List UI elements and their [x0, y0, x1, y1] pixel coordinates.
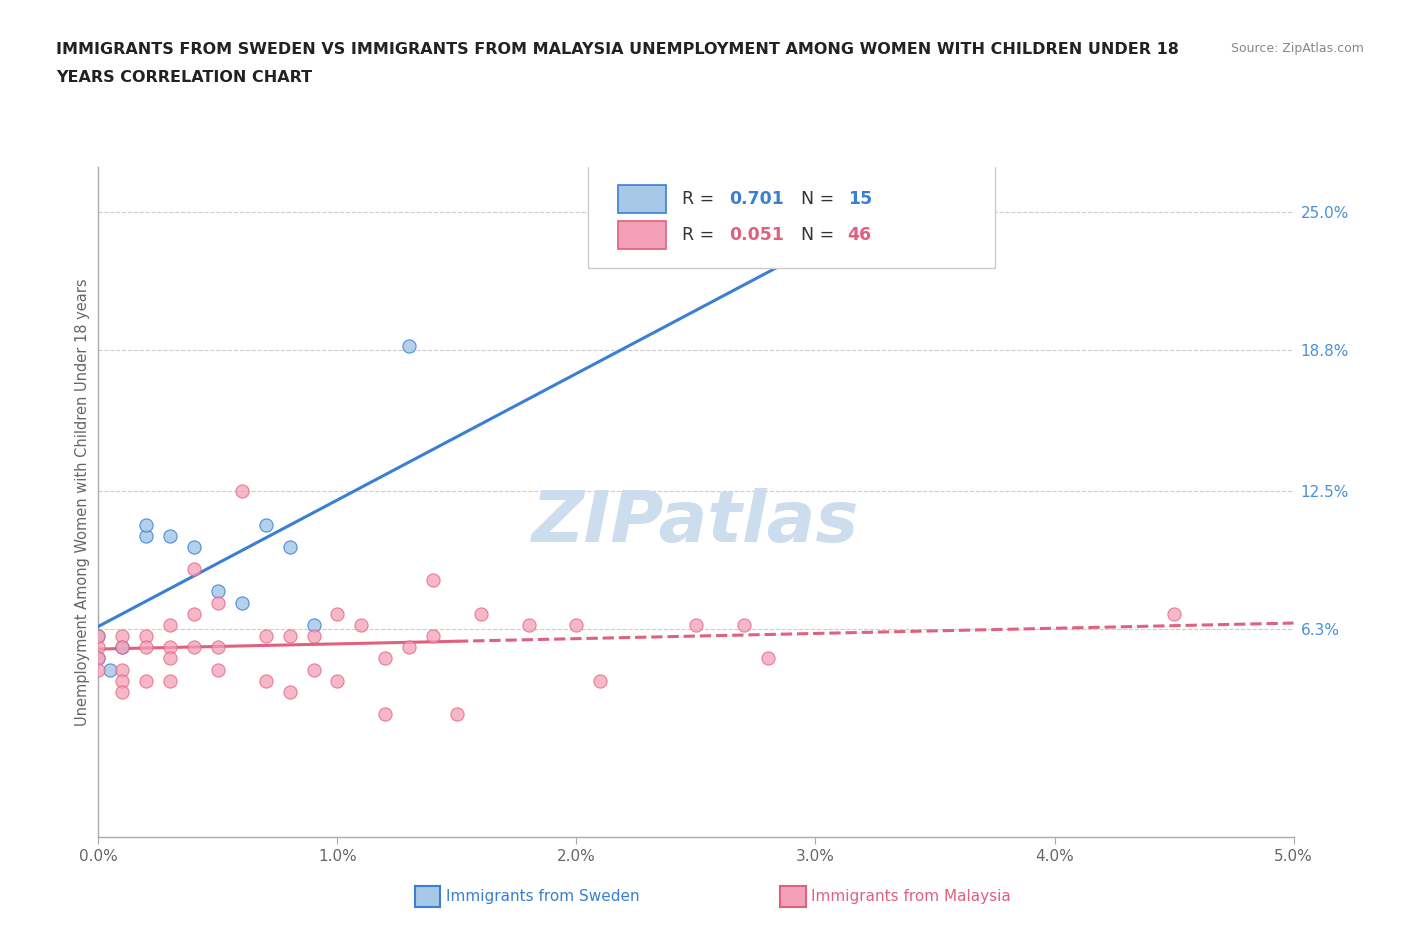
Point	[111, 640, 134, 655]
Text: R =: R =	[682, 190, 720, 208]
Point	[231, 484, 253, 498]
Point	[254, 629, 277, 644]
Point	[207, 662, 229, 677]
Point	[422, 573, 444, 588]
Point	[1163, 606, 1185, 621]
Point	[876, 216, 898, 231]
Point	[756, 651, 779, 666]
Point	[278, 684, 301, 699]
Point	[87, 640, 110, 655]
Point	[685, 618, 707, 632]
Point	[159, 640, 181, 655]
Text: Source: ZipAtlas.com: Source: ZipAtlas.com	[1230, 42, 1364, 55]
Point	[565, 618, 588, 632]
Text: Immigrants from Malaysia: Immigrants from Malaysia	[811, 889, 1011, 904]
Point	[517, 618, 540, 632]
Text: 15: 15	[848, 190, 872, 208]
Point	[87, 629, 110, 644]
Point	[111, 662, 134, 677]
Point	[446, 707, 468, 722]
Point	[183, 606, 205, 621]
Point	[135, 528, 157, 543]
Point	[183, 562, 205, 577]
Text: 0.051: 0.051	[730, 226, 785, 244]
FancyBboxPatch shape	[619, 185, 666, 213]
Point	[207, 595, 229, 610]
Point	[135, 629, 157, 644]
Text: N =: N =	[801, 226, 839, 244]
Point	[135, 640, 157, 655]
Point	[207, 584, 229, 599]
Point	[87, 651, 110, 666]
Point	[100, 662, 122, 677]
Text: IMMIGRANTS FROM SWEDEN VS IMMIGRANTS FROM MALAYSIA UNEMPLOYMENT AMONG WOMEN WITH: IMMIGRANTS FROM SWEDEN VS IMMIGRANTS FRO…	[56, 42, 1180, 57]
Point	[87, 662, 110, 677]
Point	[254, 673, 277, 688]
Point	[183, 640, 205, 655]
Point	[159, 651, 181, 666]
Point	[111, 684, 134, 699]
Point	[374, 651, 396, 666]
Y-axis label: Unemployment Among Women with Children Under 18 years: Unemployment Among Women with Children U…	[75, 278, 90, 726]
Point	[326, 673, 349, 688]
Point	[254, 517, 277, 532]
Point	[159, 528, 181, 543]
Text: ZIPatlas: ZIPatlas	[533, 488, 859, 557]
Point	[470, 606, 492, 621]
Point	[87, 651, 110, 666]
Point	[422, 629, 444, 644]
Point	[183, 539, 205, 554]
Point	[733, 618, 755, 632]
Text: R =: R =	[682, 226, 720, 244]
Point	[302, 618, 325, 632]
FancyBboxPatch shape	[588, 164, 995, 268]
Text: Immigrants from Sweden: Immigrants from Sweden	[446, 889, 640, 904]
Point	[111, 673, 134, 688]
Point	[326, 606, 349, 621]
Point	[231, 595, 253, 610]
Point	[302, 662, 325, 677]
Point	[589, 673, 612, 688]
Point	[374, 707, 396, 722]
Point	[87, 629, 110, 644]
Point	[350, 618, 373, 632]
Point	[111, 629, 134, 644]
Point	[398, 640, 420, 655]
Text: YEARS CORRELATION CHART: YEARS CORRELATION CHART	[56, 70, 312, 85]
Point	[302, 629, 325, 644]
Point	[135, 673, 157, 688]
Point	[111, 640, 134, 655]
Text: 0.701: 0.701	[730, 190, 785, 208]
Text: N =: N =	[801, 190, 839, 208]
Text: 46: 46	[848, 226, 872, 244]
Point	[278, 539, 301, 554]
FancyBboxPatch shape	[619, 221, 666, 249]
Point	[278, 629, 301, 644]
Point	[159, 618, 181, 632]
Point	[398, 339, 420, 353]
Point	[135, 517, 157, 532]
Point	[207, 640, 229, 655]
Point	[159, 673, 181, 688]
